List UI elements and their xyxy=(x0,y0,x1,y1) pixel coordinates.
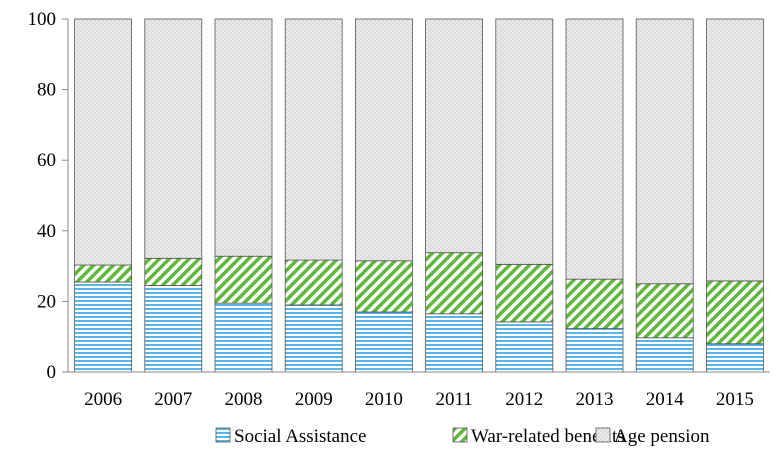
x-tick-label: 2014 xyxy=(646,389,685,410)
bar-segment-age-pension-2014 xyxy=(635,18,694,285)
bar-segment-war-related-benefits-2006 xyxy=(74,264,132,283)
bar-segment-social-assistance-2015 xyxy=(706,343,764,373)
bar-segment-war-related-benefits-2012 xyxy=(495,263,554,323)
bar-segment-war-related-benefits-2009 xyxy=(284,259,343,306)
bar-segment-social-assistance-2010 xyxy=(354,311,413,373)
bar-segment-social-assistance-2007 xyxy=(144,285,203,373)
x-tick-label: 2006 xyxy=(84,389,122,410)
bar-segment-war-related-benefits-2010 xyxy=(354,260,413,313)
x-tick-label: 2012 xyxy=(505,389,543,410)
bar-segment-war-related-benefits-2008 xyxy=(214,255,273,304)
bar-segment-social-assistance-2008 xyxy=(214,302,273,373)
bar-segment-social-assistance-2009 xyxy=(284,304,343,373)
bar-segment-war-related-benefits-2014 xyxy=(635,283,694,339)
x-tick-label: 2013 xyxy=(576,389,614,410)
legend-label-age-pension: Age pension xyxy=(614,426,710,447)
legend: Social Assistance War-related benefitsAge… xyxy=(215,426,710,447)
legend-label-war-related-benefits: War-related benefits xyxy=(471,426,625,447)
bar-segment-age-pension-2012 xyxy=(495,18,554,265)
bar-segment-age-pension-2011 xyxy=(425,18,484,254)
bar-segment-war-related-benefits-2007 xyxy=(144,257,203,286)
bar-segment-social-assistance-2006 xyxy=(74,281,132,373)
bar-segment-war-related-benefits-2013 xyxy=(565,278,624,329)
bar-segment-war-related-benefits-2011 xyxy=(425,252,484,315)
y-axis: 0 20 40 60 80 100 xyxy=(28,9,69,383)
bar-segment-social-assistance-2012 xyxy=(495,321,554,373)
legend-label-social-assistance: Social Assistance xyxy=(234,426,366,447)
bar-segment-social-assistance-2014 xyxy=(635,337,694,373)
x-tick-label: 2009 xyxy=(295,389,333,410)
legend-swatch-social-assistance xyxy=(215,427,231,443)
bars xyxy=(74,18,764,373)
legend-swatch-age-pension xyxy=(595,427,611,443)
bar-segment-age-pension-2013 xyxy=(565,18,624,280)
x-tick-label: 2007 xyxy=(154,389,192,410)
y-tick-label: 0 xyxy=(47,362,57,383)
x-tick-label: 2008 xyxy=(225,389,263,410)
y-tick-label: 20 xyxy=(37,291,56,312)
bar-segment-age-pension-2008 xyxy=(214,18,273,257)
x-tick-label: 2010 xyxy=(365,389,403,410)
x-tick-label: 2015 xyxy=(716,389,754,410)
bar-segment-age-pension-2009 xyxy=(284,18,343,261)
x-tick-label: 2011 xyxy=(435,389,472,410)
y-tick-label: 40 xyxy=(37,221,56,242)
bar-segment-age-pension-2006 xyxy=(74,18,132,266)
bar-segment-age-pension-2010 xyxy=(354,18,413,262)
bar-segment-age-pension-2007 xyxy=(144,18,203,259)
bar-segment-age-pension-2015 xyxy=(706,18,764,282)
y-tick-label: 100 xyxy=(28,9,57,30)
x-axis: 2006 2007 2008 2009 2010 2011 2012 2013 2014 2015 xyxy=(68,371,770,410)
bar-segment-war-related-benefits-2015 xyxy=(706,280,764,345)
bar-segment-social-assistance-2013 xyxy=(565,328,624,373)
y-tick-label: 60 xyxy=(37,150,56,171)
y-tick-label: 80 xyxy=(37,80,56,101)
bar-segment-social-assistance-2011 xyxy=(425,313,484,373)
legend-swatch-war-related-benefits xyxy=(452,427,468,443)
